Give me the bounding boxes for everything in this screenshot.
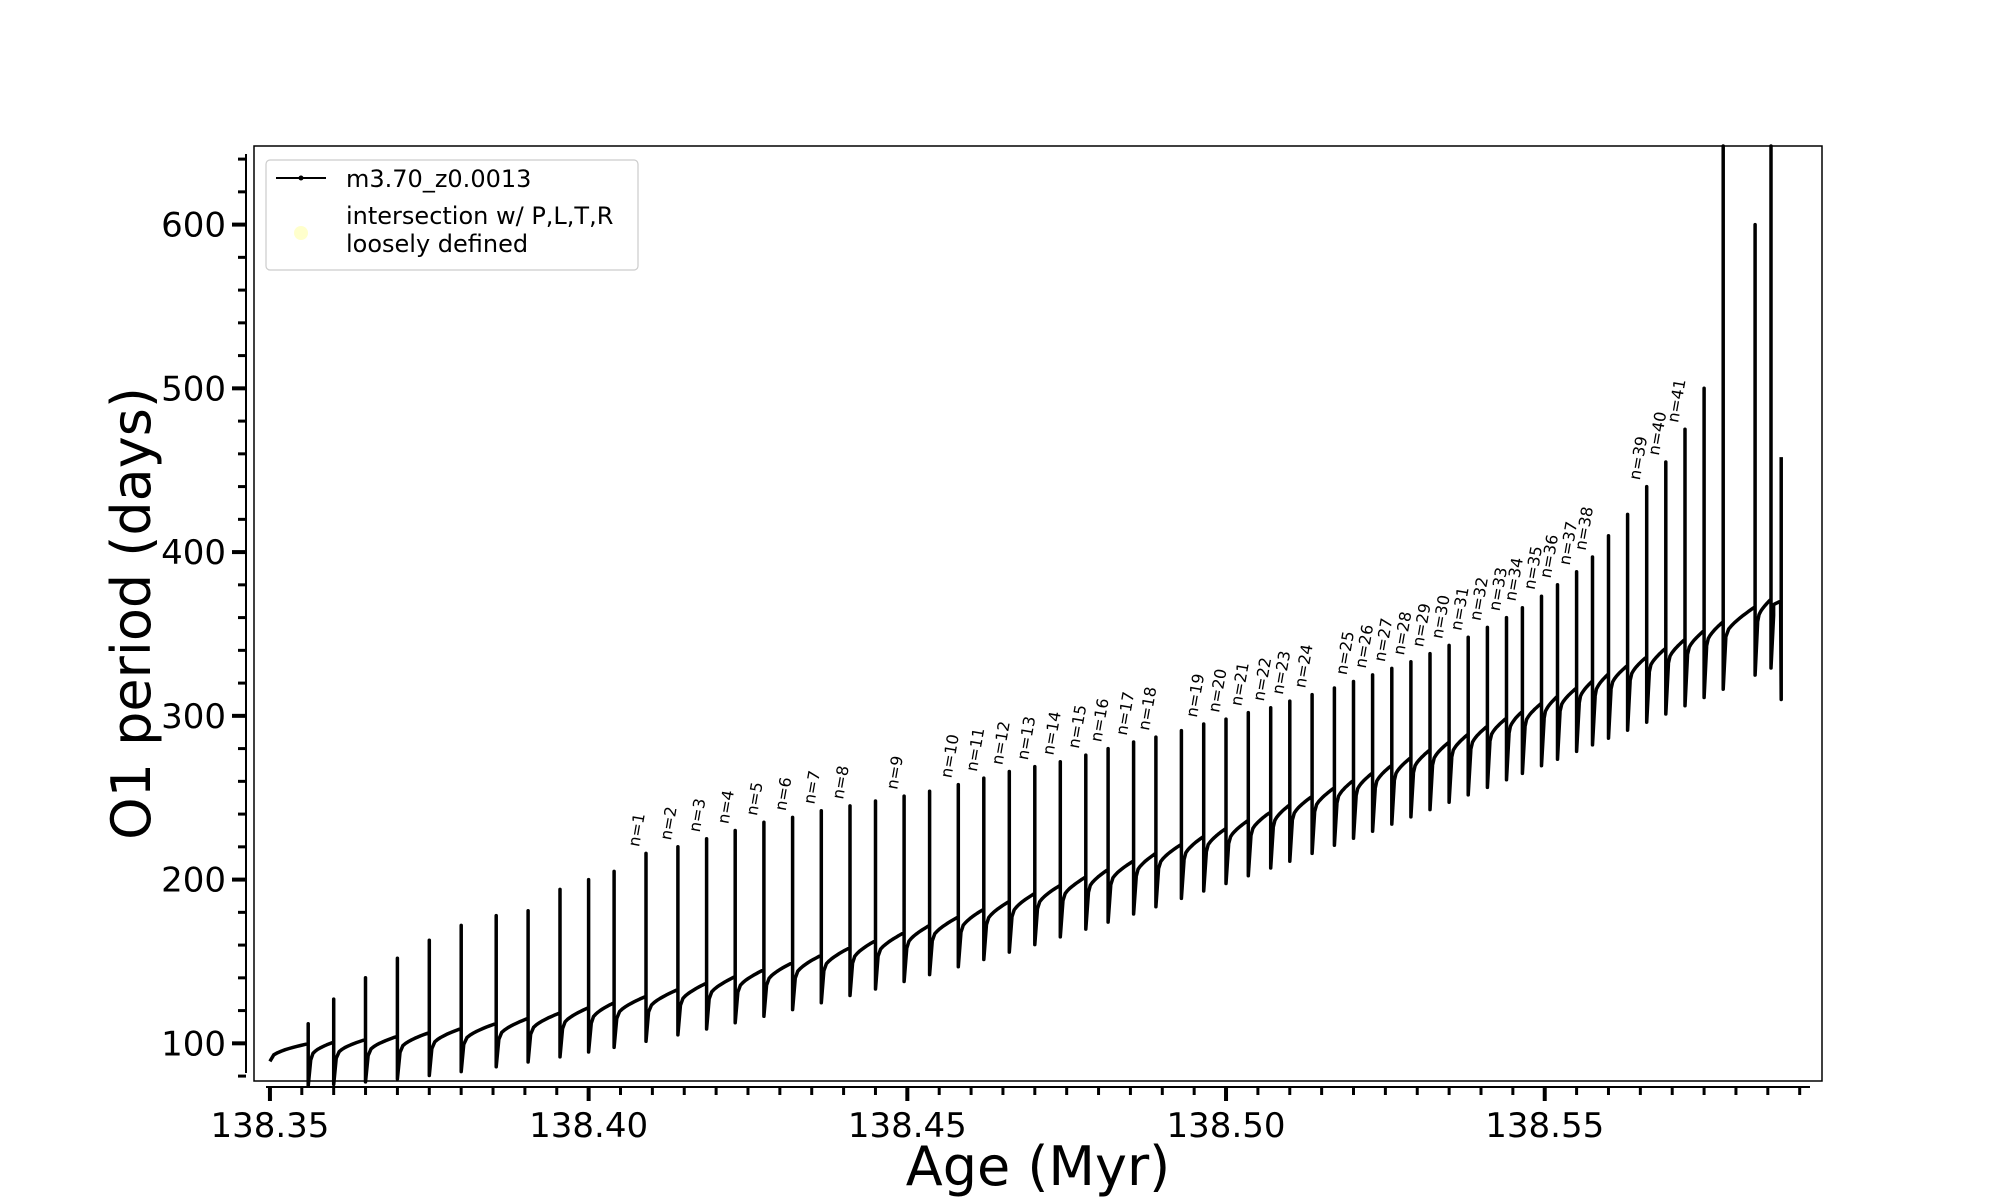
- legend: m3.70_z0.0013 intersection w/ P,L,T,R loo…: [265, 159, 639, 271]
- n-label: n=38: [1571, 505, 1597, 552]
- legend-circle-icon: [294, 226, 308, 240]
- n-label: n=10: [937, 733, 963, 780]
- x-tick-label: 138.45: [848, 1106, 967, 1146]
- n-label: n=1: [624, 812, 649, 849]
- n-label: n=16: [1086, 697, 1112, 744]
- n-label: n=21: [1227, 661, 1253, 708]
- y-tick-label: 600: [161, 206, 226, 246]
- n-label: n=17: [1112, 690, 1138, 737]
- n-label: n=2: [656, 805, 681, 842]
- y-tick-label: 500: [161, 369, 226, 409]
- n-label: n=8: [828, 764, 853, 801]
- n-label: n=3: [685, 797, 710, 834]
- series-line: [268, 144, 1783, 1088]
- plot-frame: [253, 145, 1823, 1082]
- n-label: n=12: [988, 720, 1014, 767]
- n-label: n=41: [1663, 377, 1689, 424]
- n-label: n=14: [1039, 710, 1065, 757]
- x-tick-label: 138.40: [529, 1106, 648, 1146]
- legend-entry-line: intersection w/ P,L,T,R: [346, 202, 613, 230]
- legend-entry-series: m3.70_z0.0013: [346, 165, 531, 193]
- n-label: n=6: [771, 776, 796, 813]
- n-label: n=20: [1204, 667, 1230, 714]
- n-label: n=19: [1182, 672, 1208, 719]
- n-label: n=18: [1134, 685, 1160, 732]
- y-axis-label: O1 period (days): [100, 387, 163, 840]
- n-label: n=4: [713, 789, 738, 826]
- n-label: n=24: [1290, 643, 1316, 690]
- y-tick-label: 300: [161, 697, 226, 737]
- axis-layer: 138.35 138.40 138.45 138.50 138.55 100 200 300 4…: [161, 154, 1810, 1146]
- n-label: n=9: [882, 754, 907, 791]
- legend-entry-line: loosely defined: [346, 230, 528, 258]
- n-label: n=23: [1268, 649, 1294, 696]
- x-tick-label: 138.50: [1167, 1106, 1286, 1146]
- x-tick-label: 138.35: [210, 1106, 329, 1146]
- legend-entry-intersection: intersection w/ P,L,T,R loosely defined: [346, 202, 613, 258]
- legend-dot-icon: [298, 175, 304, 181]
- legend-box: [265, 159, 639, 271]
- series-layer: [268, 144, 1783, 1088]
- n-label: n=13: [1013, 715, 1039, 762]
- n-label: n=7: [800, 769, 825, 806]
- y-tick-label: 200: [161, 861, 226, 901]
- y-tick-label: 100: [161, 1024, 226, 1064]
- n-label: n=15: [1064, 703, 1090, 750]
- n-label: n=11: [962, 726, 988, 773]
- y-tick-label: 400: [161, 533, 226, 573]
- x-axis-label: Age (Myr): [906, 1135, 1171, 1198]
- n-label: n=5: [742, 780, 767, 817]
- x-tick-label: 138.55: [1485, 1106, 1604, 1146]
